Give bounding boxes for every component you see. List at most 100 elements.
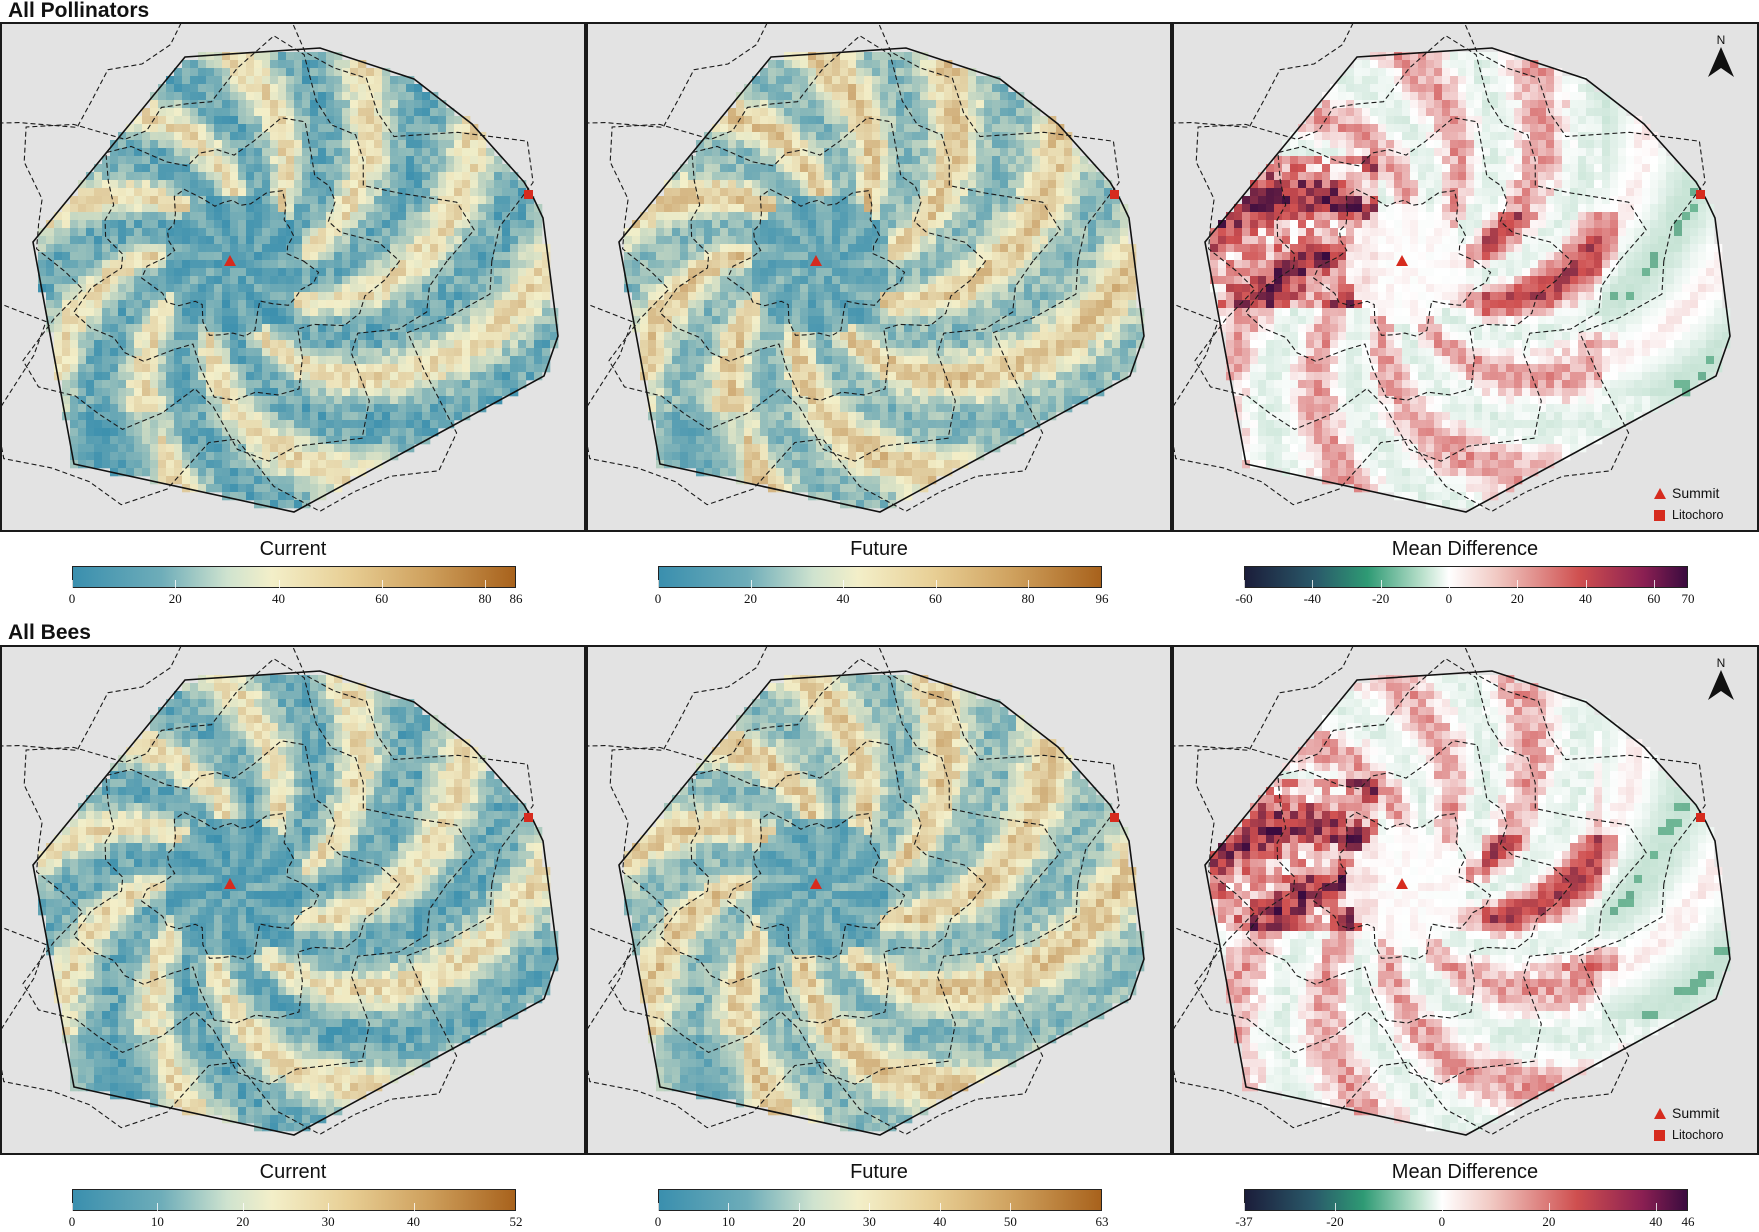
colorbar-tick-label: 50	[1003, 1214, 1017, 1229]
colorbar-bees-difference	[1244, 1189, 1688, 1211]
colorbar-bees-future	[658, 1189, 1102, 1211]
colorbar-tick-label: 60	[929, 591, 942, 606]
section-title-pollinators: All Pollinators	[8, 0, 150, 22]
colorbar-tick-label: 20	[236, 1214, 250, 1229]
colorbar-tick-label: 40	[272, 591, 285, 606]
colorbar-tick-label: 20	[792, 1214, 806, 1229]
study-area-boundary	[618, 670, 1145, 1136]
colorbar-tick-mark	[1102, 1203, 1103, 1211]
litochoro-marker	[1696, 190, 1705, 199]
colorbar-tick-mark	[869, 1203, 871, 1211]
legend-title-pollinators-future: Future	[850, 538, 908, 560]
colorbar-tick-label: 60	[375, 591, 389, 606]
raster-cells	[38, 675, 559, 1132]
litochoro-marker	[524, 813, 533, 822]
colorbar-tick-mark	[1655, 1203, 1657, 1211]
colorbar-tick-mark	[1448, 580, 1450, 588]
colorbar-tick-mark	[328, 1203, 330, 1211]
legend-label-summit: Summit	[1672, 485, 1720, 501]
litochoro-marker	[524, 190, 533, 199]
colorbar-tick-label: 0	[1445, 591, 1453, 606]
colorbar-tick-label: 0	[68, 1214, 76, 1229]
colorbar-tick-label: -20	[1371, 591, 1390, 606]
raster-cells	[38, 52, 559, 509]
colorbar-tick-label: 0	[654, 1214, 662, 1229]
map-panel-pollinators-difference: N Summit Litochoro	[1172, 22, 1759, 532]
triangle-icon	[1654, 1107, 1666, 1119]
colorbar-tick-label: 20	[744, 591, 757, 606]
colorbar-tick-label: 0	[68, 591, 76, 606]
colorbar-tick-mark	[1312, 580, 1314, 588]
map-symbol-legend: Summit Litochoro	[1654, 482, 1723, 526]
map-raster	[2, 24, 559, 513]
colorbar-tick-label: 10	[150, 1214, 164, 1229]
raster-cells	[1210, 675, 1731, 1132]
summit-marker	[810, 255, 822, 266]
legend-title-bees-future: Future	[850, 1161, 908, 1183]
colorbar-tick-mark	[1548, 1203, 1550, 1211]
colorbar-tick-label: 0	[1438, 1214, 1446, 1229]
colorbar-tick-label: 0	[654, 591, 662, 606]
north-arrow-icon: N	[1708, 34, 1734, 82]
study-area-boundary	[1204, 47, 1731, 513]
litochoro-marker	[1110, 190, 1119, 199]
colorbar-tick-mark	[728, 1203, 730, 1211]
legend-title-pollinators-current: Current	[259, 538, 327, 560]
colorbar-tick-mark	[516, 1203, 517, 1211]
raster-cells	[624, 52, 1145, 509]
colorbar-tick-mark	[1688, 1203, 1689, 1211]
square-icon	[1654, 509, 1665, 521]
colorbar-tick-label: 40	[1649, 1214, 1663, 1229]
colorbar-tick-mark	[278, 580, 280, 588]
elevation-contours	[588, 24, 1120, 512]
map-panel-bees-future	[586, 645, 1172, 1155]
colorbar-tick-label: -40	[1303, 591, 1321, 606]
colorbar-pollinators-future	[658, 566, 1102, 588]
raster-cells	[624, 675, 1145, 1132]
colorbar-tick-label: 40	[407, 1214, 421, 1229]
colorbar-tick-label: -60	[1235, 591, 1253, 606]
legend-label-summit: Summit	[1672, 1105, 1720, 1121]
map-raster	[588, 24, 1145, 513]
colorbar-tick-label: 80	[1021, 591, 1035, 606]
colorbar-tick-label: 20	[168, 591, 182, 606]
colorbar-tick-label: 70	[1681, 591, 1695, 606]
colorbar-tick-label: 52	[509, 1214, 523, 1229]
colorbar-tick-mark	[1653, 580, 1655, 588]
colorbar-tick-label: 10	[721, 1214, 735, 1229]
map-raster	[1174, 647, 1731, 1136]
colorbar-tick-mark	[798, 1203, 800, 1211]
colorbar-pollinators-current	[72, 566, 516, 588]
colorbar-tick-mark	[175, 580, 177, 588]
map-panel-bees-difference: N Summit Litochoro	[1172, 645, 1759, 1155]
colorbar-tick-label: 63	[1095, 1214, 1109, 1229]
summit-marker	[1396, 255, 1408, 266]
colorbar-tick-label: 40	[1579, 591, 1593, 606]
legend-row-summit: Summit	[1654, 1102, 1723, 1124]
colorbar-tick-label: 80	[478, 591, 492, 606]
colorbar-tick-mark	[157, 1203, 159, 1211]
colorbar-tick-mark	[1688, 580, 1689, 588]
colorbar-tick-label: 40	[933, 1214, 947, 1229]
colorbar-tick-mark	[1102, 580, 1103, 588]
elevation-contours	[1174, 24, 1706, 512]
legend-label-litochoro: Litochoro	[1672, 1128, 1724, 1142]
colorbar-tick-mark	[1517, 580, 1519, 588]
summit-marker	[224, 255, 236, 266]
colorbar-tick-mark	[1334, 1203, 1336, 1211]
colorbar-tick-label: 60	[1647, 591, 1661, 606]
legend-title-pollinators-difference: Mean Difference	[1391, 538, 1539, 560]
summit-marker	[1396, 878, 1408, 889]
colorbar-tick-mark	[1244, 1203, 1245, 1211]
colorbar-tick-mark	[1028, 580, 1029, 588]
map-symbol-legend: Summit Litochoro	[1654, 1102, 1723, 1146]
legend-row-summit: Summit	[1654, 482, 1723, 504]
colorbar-tick-mark	[413, 1203, 415, 1211]
study-area-boundary	[32, 670, 559, 1136]
colorbar-tick-label: 20	[1542, 1214, 1556, 1229]
north-arrow-icon: N	[1708, 657, 1734, 705]
map-raster	[588, 647, 1145, 1136]
north-label: N	[1716, 33, 1726, 47]
summit-marker	[224, 878, 236, 889]
colorbar-tick-mark	[843, 580, 844, 588]
